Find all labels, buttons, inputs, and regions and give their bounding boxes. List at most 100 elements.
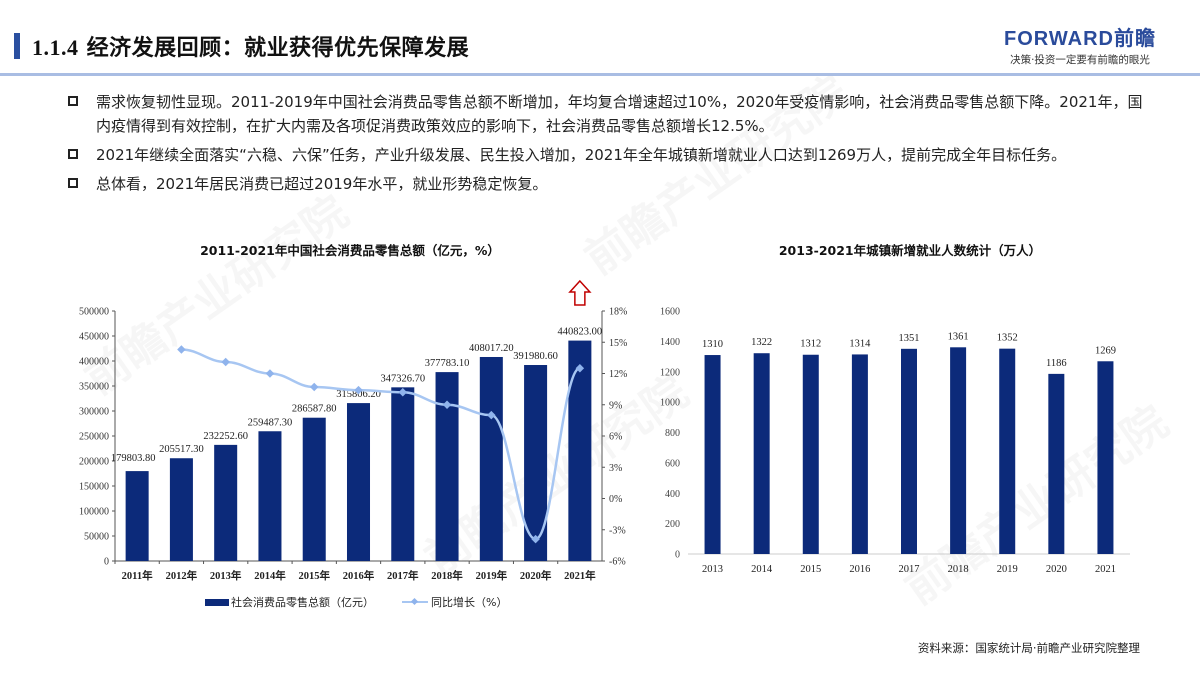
bar-employment	[802, 354, 819, 554]
growth-marker	[487, 410, 496, 420]
x-axis-label: 2012年	[166, 569, 198, 582]
y-axis-tick: 400	[665, 489, 680, 500]
bullet-item: 需求恢复韧性显现。2011-2019年中国社会消费品零售总额不断增加，年均复合增…	[68, 90, 1148, 138]
left-axis-tick: 250000	[79, 432, 109, 443]
bar-value-label: 205517.30	[159, 444, 204, 455]
right-axis-tick: 3%	[609, 463, 622, 474]
x-axis-label: 2017年	[387, 569, 419, 582]
retail-chart-title: 2011-2021年中国社会消费品零售总额（亿元，%）	[200, 243, 500, 258]
x-axis-label: 2020	[1046, 564, 1067, 575]
x-axis-label: 2011年	[122, 569, 153, 582]
y-axis-tick: 600	[665, 458, 680, 469]
bar-employment	[999, 348, 1016, 554]
page-title: 1.1.4 经济发展回顾：就业获得优先保障发展	[32, 30, 469, 62]
bar-employment	[1097, 361, 1114, 554]
bar-value-label: 1269	[1095, 345, 1116, 356]
left-axis-tick: 500000	[79, 307, 109, 318]
bar-retail-sales	[214, 444, 238, 561]
y-axis-tick: 0	[675, 550, 680, 561]
employment-chart-title: 2013-2021年城镇新增就业人数统计（万人）	[778, 243, 1042, 258]
bar-retail-sales	[302, 417, 326, 561]
growth-marker	[265, 369, 275, 378]
bar-value-label: 408017.20	[469, 343, 514, 354]
right-axis-tick: 6%	[609, 432, 622, 443]
x-axis-label: 2021	[1095, 564, 1116, 575]
bar-value-label: 1312	[800, 339, 821, 350]
x-axis-label: 2014年	[254, 569, 286, 582]
bar-value-label: 1186	[1046, 358, 1067, 369]
x-axis-label: 2020年	[520, 569, 552, 582]
bar-employment	[1048, 373, 1065, 554]
y-axis-tick: 1600	[660, 307, 680, 318]
bar-value-label: 286587.80	[292, 404, 337, 415]
section-number: 1.1.4	[32, 35, 79, 60]
right-axis-tick: 0%	[609, 494, 622, 505]
growth-marker	[354, 385, 363, 395]
right-axis-tick: 12%	[609, 369, 627, 380]
left-axis-tick: 200000	[79, 457, 109, 468]
bar-value-label: 391980.60	[513, 351, 558, 362]
bar-value-label: 1361	[948, 331, 969, 342]
bar-value-label: 377783.10	[425, 358, 470, 369]
bar-employment	[851, 354, 868, 554]
growth-marker	[309, 382, 319, 392]
x-axis-label: 2019年	[476, 569, 508, 582]
bar-value-label: 1314	[849, 338, 871, 349]
bar-value-label: 259487.30	[248, 417, 293, 428]
header-divider	[0, 73, 1200, 76]
bar-retail-sales	[391, 387, 415, 561]
bar-value-label: 315806.20	[336, 389, 381, 400]
y-axis-tick: 1000	[660, 398, 680, 409]
x-axis-label: 2015年	[298, 569, 330, 582]
bullet-text: 需求恢复韧性显现。2011-2019年中国社会消费品零售总额不断增加，年均复合增…	[96, 93, 1143, 135]
growth-marker	[221, 357, 230, 367]
bar-retail-sales	[524, 365, 548, 561]
bullet-text: 总体看，2021年居民消费已超过2019年水平，就业形势稳定恢复。	[96, 175, 548, 193]
x-axis-label: 2018年	[431, 569, 463, 582]
y-axis-tick: 800	[665, 428, 680, 439]
right-axis-tick: -3%	[609, 525, 626, 536]
x-axis-label: 2013年	[210, 569, 242, 582]
brand-logo: FORWARD前瞻 决策·投资一定要有前瞻的眼光	[1004, 28, 1156, 67]
bar-value-label: 179803.80	[111, 453, 156, 464]
bar-employment	[753, 353, 770, 554]
left-axis-tick: 50000	[84, 532, 109, 543]
x-axis-label: 2019	[997, 564, 1018, 575]
source-note: 资料来源：国家统计局·前瞻产业研究院整理	[917, 641, 1140, 655]
x-axis-label: 2015	[800, 564, 821, 575]
bar-retail-sales	[258, 431, 282, 561]
right-axis-tick: 9%	[609, 400, 622, 411]
growth-marker	[531, 534, 540, 544]
bar-employment	[901, 348, 917, 554]
title-text: 经济发展回顾：就业获得优先保障发展	[86, 36, 470, 61]
bar-retail-sales	[568, 340, 592, 561]
bar-value-label: 1352	[997, 333, 1018, 344]
bar-retail-sales	[479, 356, 503, 561]
right-axis-tick: 18%	[609, 307, 627, 318]
title-accent-bar	[14, 33, 20, 59]
x-axis-label: 2016	[849, 564, 870, 575]
legend-bar-swatch	[205, 598, 229, 606]
up-arrow-icon	[568, 279, 592, 306]
logo-tagline: 决策·投资一定要有前瞻的眼光	[1010, 54, 1150, 66]
logo-wordmark: FORWARD前瞻	[1004, 28, 1156, 50]
bar-value-label: 347326.70	[380, 373, 425, 384]
square-bullet-icon	[68, 96, 78, 106]
retail-chart-legend: 社会消费品零售总额（亿元） 同比增长（%）	[205, 594, 507, 610]
bar-retail-sales	[125, 471, 149, 561]
left-axis-tick: 150000	[79, 482, 109, 493]
growth-marker	[177, 345, 186, 354]
growth-marker	[575, 364, 585, 373]
bullet-item: 2021年继续全面落实“六稳、六保”任务，产业升级发展、民生投入增加，2021年…	[68, 143, 1148, 167]
square-bullet-icon	[68, 149, 78, 159]
bar-value-label: 1322	[751, 337, 772, 348]
left-axis-tick: 100000	[79, 507, 109, 518]
x-axis-label: 2016年	[343, 569, 375, 582]
bar-value-label: 1351	[899, 333, 920, 344]
growth-marker	[398, 388, 408, 397]
left-axis-tick: 350000	[79, 382, 109, 393]
bar-employment	[704, 355, 721, 554]
square-bullet-icon	[68, 178, 78, 188]
legend-line-swatch	[402, 601, 428, 603]
